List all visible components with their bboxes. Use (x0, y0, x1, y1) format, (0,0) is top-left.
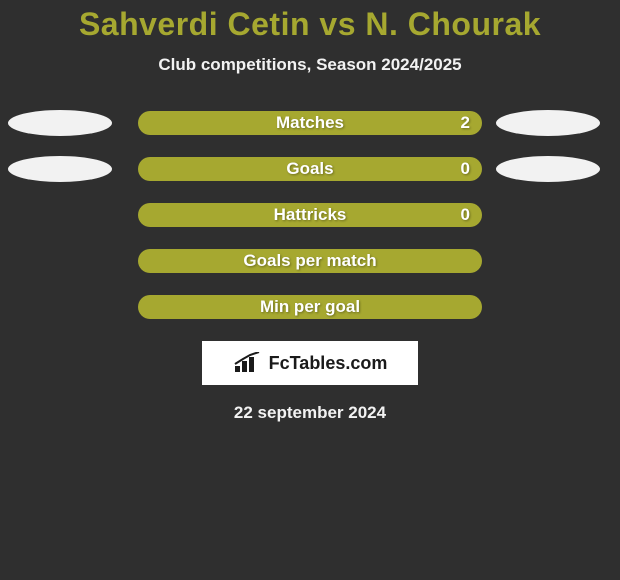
player-right-oval (496, 156, 600, 182)
stat-row: Goals per match (0, 249, 620, 273)
stat-label: Hattricks (274, 205, 347, 225)
stat-value-right: 0 (461, 159, 470, 179)
date-text: 22 september 2024 (0, 403, 620, 423)
stat-bar: Min per goal (138, 295, 482, 319)
stat-bar: Matches 2 (138, 111, 482, 135)
page-subtitle: Club competitions, Season 2024/2025 (0, 55, 620, 75)
stat-bar: Hattricks 0 (138, 203, 482, 227)
stat-label: Min per goal (260, 297, 360, 317)
stat-row: Goals 0 (0, 157, 620, 181)
stat-row: Hattricks 0 (0, 203, 620, 227)
stat-label: Goals (286, 159, 333, 179)
player-right-oval (496, 110, 600, 136)
stat-row: Min per goal (0, 295, 620, 319)
stat-rows: Matches 2 Goals 0 Hattricks 0 Goals per match M… (0, 111, 620, 319)
player-left-oval (8, 110, 112, 136)
source-logo: FcTables.com (202, 341, 418, 385)
stat-value-right: 2 (461, 113, 470, 133)
comparison-infographic: Sahverdi Cetin vs N. Chourak Club compet… (0, 0, 620, 580)
page-title: Sahverdi Cetin vs N. Chourak (0, 6, 620, 43)
stat-value-right: 0 (461, 205, 470, 225)
stat-row: Matches 2 (0, 111, 620, 135)
stat-label: Matches (276, 113, 344, 133)
player-left-oval (8, 156, 112, 182)
stat-bar: Goals per match (138, 249, 482, 273)
logo-text: FcTables.com (269, 353, 388, 374)
stat-label: Goals per match (243, 251, 376, 271)
stat-bar: Goals 0 (138, 157, 482, 181)
bar-chart-icon (233, 352, 263, 374)
